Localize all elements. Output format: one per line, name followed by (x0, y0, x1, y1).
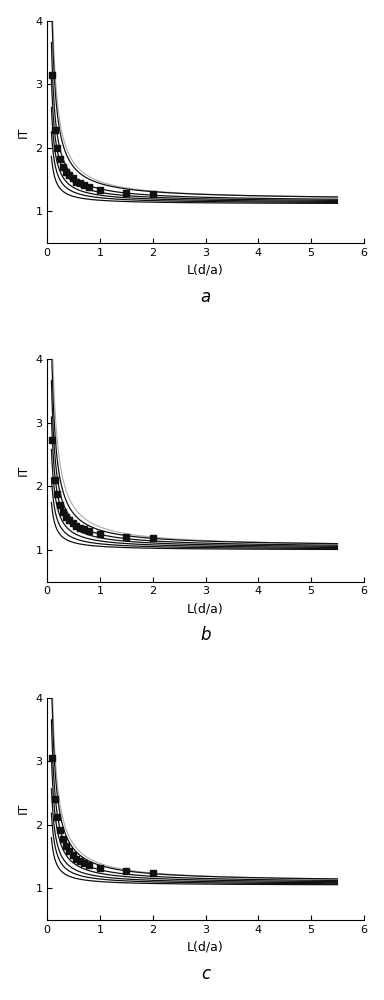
Point (73, 174, 79, 190)
X-axis label: L(d/a): L(d/a) (187, 602, 224, 615)
Point (49, 67, 55, 83)
Point (123, 185, 129, 201)
Point (86, 857, 93, 873)
Point (123, 863, 129, 879)
Point (60, 831, 66, 847)
Y-axis label: IT: IT (17, 465, 30, 476)
Point (150, 865, 156, 881)
Point (70, 847, 76, 863)
Point (54, 809, 60, 825)
Y-axis label: IT: IT (17, 803, 30, 814)
Point (57, 151, 63, 167)
Point (81, 177, 87, 193)
Point (66, 512, 73, 528)
X-axis label: L(d/a): L(d/a) (187, 940, 224, 953)
Text: a: a (200, 288, 211, 306)
Point (70, 170, 76, 186)
Point (51, 791, 58, 807)
Point (73, 518, 79, 534)
Point (60, 504, 66, 520)
Point (97, 182, 103, 198)
Point (66, 167, 73, 183)
Point (77, 853, 83, 869)
Point (60, 159, 66, 175)
Point (66, 843, 73, 859)
Point (77, 520, 83, 536)
Text: c: c (201, 965, 210, 983)
Point (49, 750, 55, 766)
Point (97, 526, 103, 542)
Point (57, 822, 63, 838)
Point (150, 186, 156, 202)
X-axis label: L(d/a): L(d/a) (187, 264, 224, 277)
Point (77, 175, 83, 191)
Point (70, 515, 76, 531)
Point (63, 838, 69, 854)
Point (54, 486, 60, 502)
Point (51, 122, 58, 138)
Text: b: b (200, 626, 211, 644)
Point (73, 851, 79, 867)
Y-axis label: IT: IT (17, 126, 30, 138)
Point (86, 523, 93, 539)
Point (49, 432, 55, 448)
Point (81, 855, 87, 871)
Point (63, 509, 69, 525)
Point (97, 860, 103, 876)
Point (150, 530, 156, 546)
Point (57, 497, 63, 513)
Point (54, 140, 60, 156)
Point (86, 179, 93, 195)
Point (81, 521, 87, 537)
Point (51, 472, 58, 488)
Point (63, 164, 69, 180)
Point (123, 529, 129, 545)
